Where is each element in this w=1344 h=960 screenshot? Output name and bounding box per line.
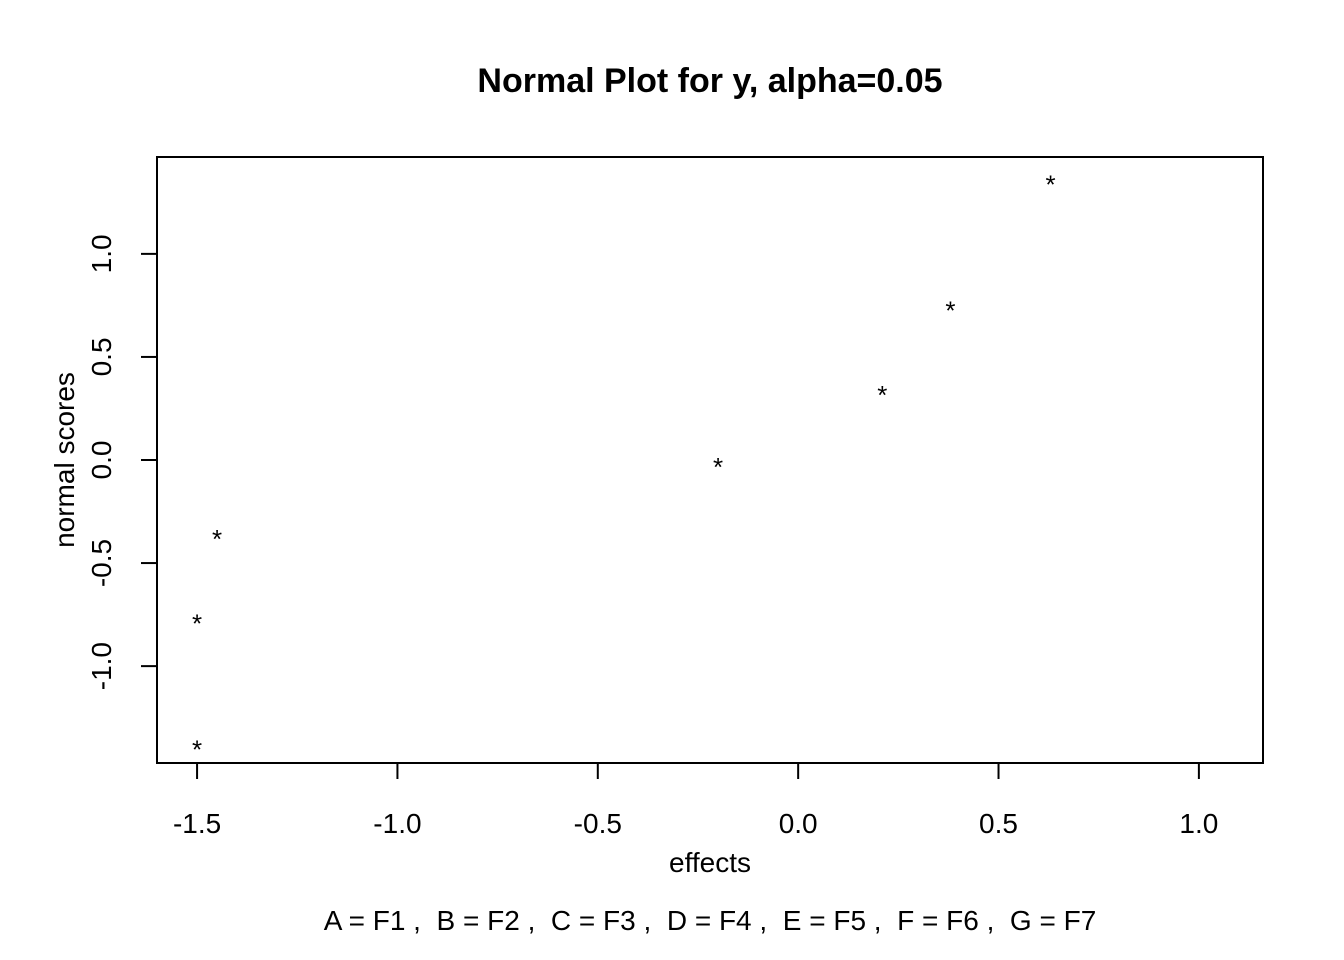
y-tick-label: 0.5 <box>86 337 117 376</box>
data-point: * <box>713 452 723 482</box>
x-tick-label: -0.5 <box>574 808 622 839</box>
x-tick-label: 1.0 <box>1179 808 1218 839</box>
y-tick-label: 0.0 <box>86 441 117 480</box>
x-tick-label: -1.5 <box>173 808 221 839</box>
data-points: * * * * * * * <box>192 170 1056 765</box>
x-axis: -1.5 -1.0 -0.5 0.0 0.5 1.0 <box>173 762 1218 839</box>
data-point: * <box>212 524 222 554</box>
data-point: * <box>192 609 202 639</box>
y-axis-label: normal scores <box>49 372 80 548</box>
x-tick-label: 0.0 <box>779 808 818 839</box>
y-tick-label: 1.0 <box>86 234 117 273</box>
chart-title: Normal Plot for y, alpha=0.05 <box>477 62 942 100</box>
data-point: * <box>877 380 887 410</box>
y-tick-label: -1.0 <box>86 642 117 690</box>
data-point: * <box>1046 170 1056 200</box>
x-tick-label: 0.5 <box>979 808 1018 839</box>
y-axis: -1.0 -0.5 0.0 0.5 1.0 <box>86 234 158 690</box>
factor-legend-note: A = F1 , B = F2 , C = F3 , D = F4 , E = … <box>324 905 1097 936</box>
y-tick-label: -0.5 <box>86 539 117 587</box>
x-axis-label: effects <box>669 847 751 878</box>
data-point: * <box>192 734 202 764</box>
data-point: * <box>945 295 955 325</box>
x-tick-label: -1.0 <box>373 808 421 839</box>
